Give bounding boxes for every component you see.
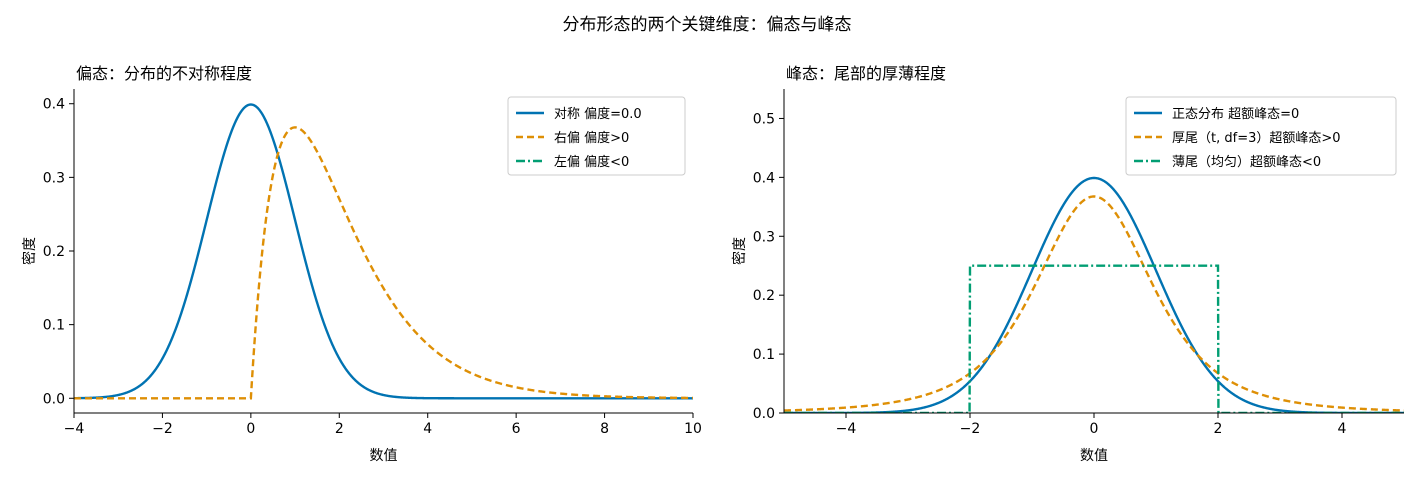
legend-label: 右偏 偏度>0 bbox=[554, 130, 629, 146]
y-tick-label: 0.3 bbox=[753, 229, 775, 245]
y-tick-label: 0.2 bbox=[43, 244, 65, 260]
x-tick-label: 4 bbox=[1338, 421, 1347, 437]
y-tick-label: 0.5 bbox=[753, 111, 775, 127]
y-tick-label: 0.1 bbox=[43, 318, 65, 334]
series-line-2 bbox=[784, 264, 1404, 413]
x-tick-label: 10 bbox=[684, 421, 702, 437]
y-tick-label: 0.4 bbox=[753, 170, 775, 186]
series-line-0 bbox=[784, 176, 1404, 413]
legend-label: 厚尾（t, df=3）超额峰态>0 bbox=[1172, 131, 1341, 146]
y-tick-label: 0.0 bbox=[43, 391, 65, 407]
legend-box bbox=[507, 96, 686, 176]
series-line-1 bbox=[784, 195, 1404, 412]
chart-title: 峰态：尾部的厚薄程度 bbox=[786, 64, 946, 83]
x-tick-label: −2 bbox=[152, 421, 173, 437]
x-tick-label: −4 bbox=[64, 421, 85, 437]
x-tick-label: 6 bbox=[512, 421, 521, 437]
kurtosis-chart: 峰态：尾部的厚薄程度 −4 −2 0 2 4 0.0 0.1 0.2 0.3 0.4 0.5 数值 密度 正… bbox=[731, 64, 1404, 464]
x-axis-label: 数值 bbox=[370, 448, 398, 464]
x-tick-label: 4 bbox=[423, 421, 432, 437]
x-tick-label: 8 bbox=[600, 421, 609, 437]
y-tick-label: 0.1 bbox=[753, 347, 775, 363]
skewness-chart: 偏态：分布的不对称程度 −4 −2 0 2 4 6 8 10 0.0 0.1 0.2 0.3 0.4 数值 密… bbox=[21, 64, 702, 464]
legend-label: 左偏 偏度<0 bbox=[554, 154, 629, 170]
y-tick-label: 0.3 bbox=[43, 170, 65, 186]
x-tick-label: −4 bbox=[836, 421, 857, 437]
x-tick-label: 2 bbox=[335, 421, 344, 437]
y-axis-label: 密度 bbox=[731, 237, 748, 265]
x-tick-label: 0 bbox=[1090, 421, 1099, 437]
y-axis-label: 密度 bbox=[21, 237, 38, 265]
x-tick-label: 0 bbox=[246, 421, 255, 437]
legend-box bbox=[1125, 96, 1397, 176]
legend-label: 正态分布 超额峰态=0 bbox=[1172, 107, 1299, 122]
y-tick-label: 0.2 bbox=[753, 288, 775, 304]
legend-label: 薄尾（均匀）超额峰态<0 bbox=[1172, 155, 1321, 170]
suptitle: 分布形态的两个关键维度：偏态与峰态 bbox=[563, 15, 852, 35]
x-axis-label: 数值 bbox=[1080, 448, 1108, 464]
series-line-0 bbox=[74, 103, 693, 400]
y-tick-label: 0.0 bbox=[753, 406, 775, 422]
series-line-1 bbox=[74, 126, 693, 400]
x-tick-label: −2 bbox=[960, 421, 981, 437]
y-tick-label: 0.4 bbox=[43, 97, 65, 113]
legend-label: 对称 偏度=0.0 bbox=[554, 106, 642, 122]
x-tick-label: 2 bbox=[1214, 421, 1223, 437]
chart-title: 偏态：分布的不对称程度 bbox=[76, 64, 252, 83]
